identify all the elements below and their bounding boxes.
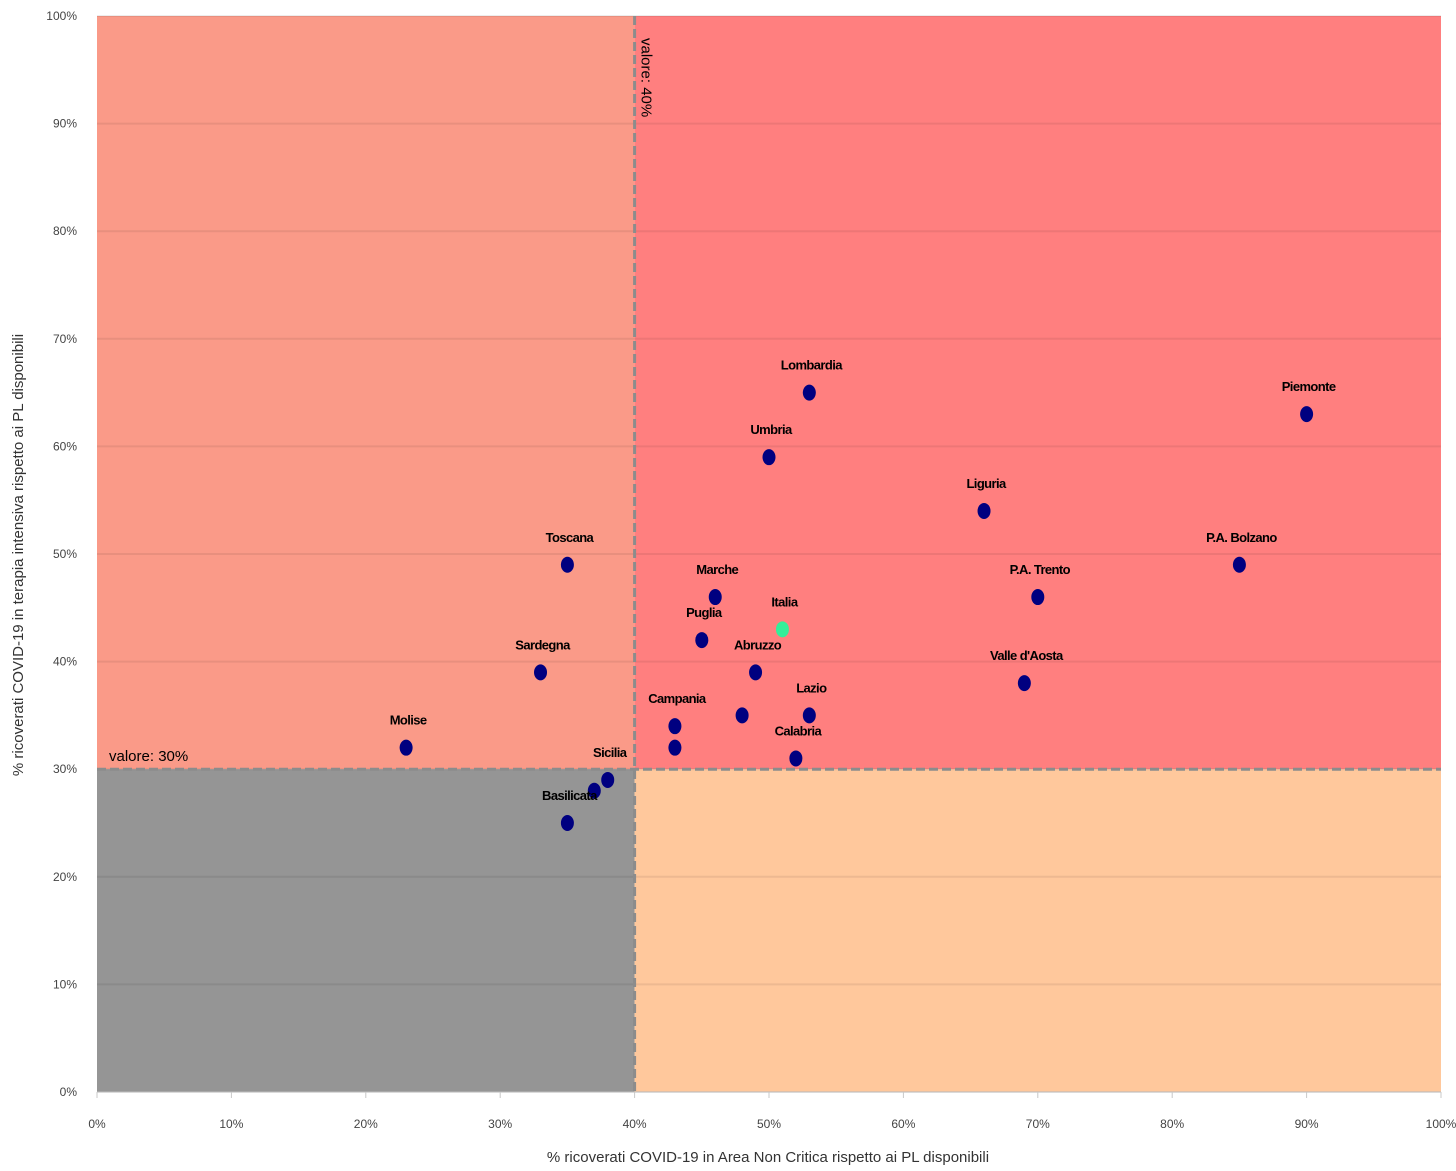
point-label: Marche [696,562,738,577]
region-point [1017,675,1031,692]
point-label: Puglia [686,605,723,620]
quadrant-top-right [634,16,1441,770]
quadrant-bottom-left [97,769,635,1092]
point-label: Lombardia [781,358,843,373]
national-point [775,621,789,638]
quadrant-backgrounds [97,16,1441,1092]
y-tick-label: 70% [53,332,77,346]
point-label: Sardegna [515,637,571,652]
point-label: Lazio [796,680,827,695]
region-point [977,502,991,519]
y-axis-title: % ricoverati COVID-19 in terapia intensi… [10,334,27,776]
y-tick-label: 30% [53,762,77,776]
x-tick-label: 80% [1160,1117,1184,1131]
region-point [668,739,682,756]
region-point [601,771,615,788]
point-label: Umbria [750,422,793,437]
point-label: Calabria [775,723,823,738]
x-tick-label: 60% [891,1117,915,1131]
region-point [1031,589,1045,606]
region-point [762,449,776,466]
quadrant-bottom-right [634,769,1441,1092]
data-points [399,384,1314,831]
y-tick-label: 60% [53,439,77,453]
x-tick-label: 40% [623,1117,647,1131]
region-point [668,718,682,735]
y-tick-label: 50% [53,547,77,561]
x-tick-label: 90% [1295,1117,1319,1131]
x-axis-ticks: 0% 10% 20% 30% 40% 50% 60% 70% 80% 90% 100% [88,1092,1456,1131]
y-tick-label: 10% [53,977,77,991]
region-point [695,632,709,649]
y-tick-label: 80% [53,224,77,238]
quadrant-top-left [97,16,635,770]
y-tick-label: 20% [53,870,77,884]
x-tick-label: 20% [354,1117,378,1131]
y-tick-label: 90% [53,117,77,131]
point-label: P.A. Bolzano [1206,530,1277,545]
region-point [560,556,574,573]
x-axis-title: % ricoverati COVID-19 in Area Non Critic… [547,1149,989,1166]
region-point [534,664,548,681]
x-tick-label: 100% [1426,1117,1456,1131]
region-point [1300,406,1314,423]
point-label: Toscana [546,530,595,545]
region-point [749,664,763,681]
point-label: Piemonte [1282,379,1336,394]
point-label: Molise [390,713,427,728]
threshold-y-label: valore: 30% [109,748,188,765]
region-point [560,815,574,831]
point-label: Campania [648,691,707,706]
point-label: P.A. Trento [1010,562,1071,577]
x-tick-label: 70% [1026,1117,1050,1131]
point-label: Sicilia [593,745,628,760]
region-point [789,750,803,767]
region-point [708,589,722,606]
threshold-x-label: valore: 40% [638,38,655,117]
x-tick-label: 30% [488,1117,512,1131]
y-tick-label: 40% [53,655,77,669]
point-label: Valle d'Aosta [990,648,1064,663]
x-tick-label: 10% [219,1117,243,1131]
point-labels: Piemonte Lombardia Umbria Liguria P.A. Bolza… [390,358,1337,803]
point-label: Abruzzo [734,637,782,652]
region-point [587,782,601,799]
region-point [399,739,413,756]
point-label: Basilicata [542,788,598,803]
threshold-lines: valore: 40% valore: 30% [97,16,1441,1092]
region-point [1232,556,1246,573]
region-point [802,707,816,724]
y-tick-label: 0% [60,1085,78,1099]
point-label: Liguria [966,476,1007,491]
point-label: Italia [771,594,798,609]
region-point [802,384,816,401]
y-tick-label: 100% [46,9,77,23]
region-point [735,707,749,724]
x-tick-label: 50% [757,1117,781,1131]
y-axis-ticks: 0% 10% 20% 30% 40% 50% 60% 70% 80% 90% 100% [46,9,77,1099]
x-tick-label: 0% [88,1117,106,1131]
